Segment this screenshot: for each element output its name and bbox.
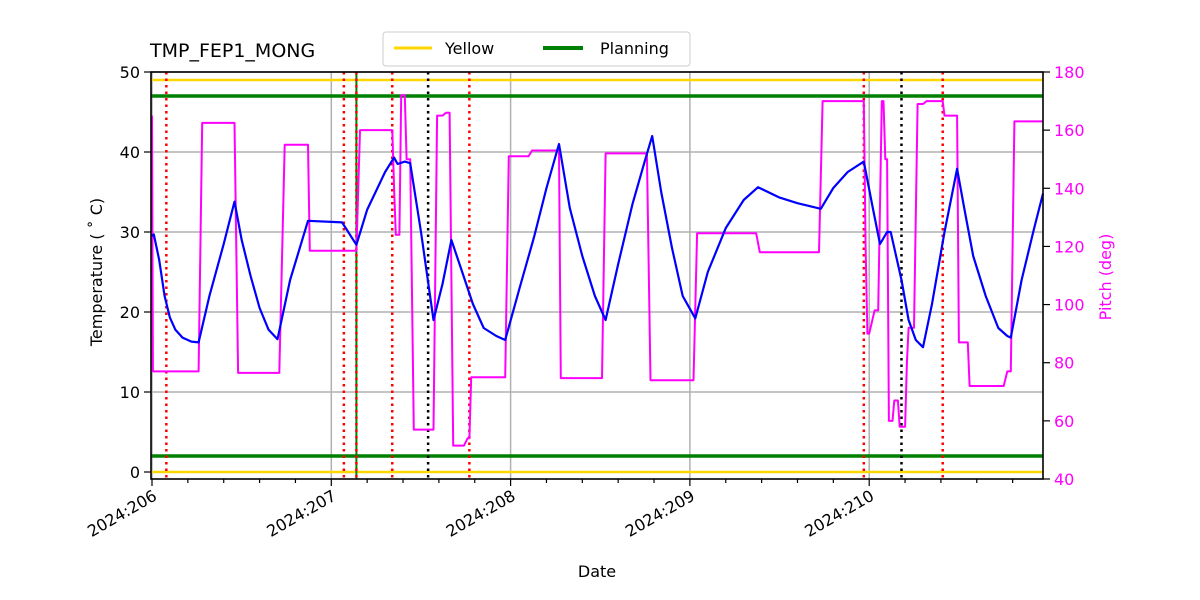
y2-tick-label: 40 — [1054, 470, 1074, 489]
legend: Yellow Planning — [382, 31, 691, 67]
y2-tick-label: 120 — [1054, 237, 1085, 256]
x-tick-label: 2024:206 — [84, 486, 160, 541]
y2-tick-label: 180 — [1054, 63, 1085, 82]
data-series — [151, 94, 1045, 447]
y-tick-label: 50 — [120, 63, 140, 82]
chart-title: TMP_FEP1_MONG — [149, 40, 315, 62]
x-tick-label: 2024:209 — [622, 486, 698, 541]
y2-tick-label: 160 — [1054, 121, 1085, 140]
y2-tick-label: 140 — [1054, 179, 1085, 198]
y2-tick-label: 100 — [1054, 296, 1085, 315]
x-axis: 2024:206 2024:207 2024:208 2024:209 2024:210 — [84, 479, 1014, 541]
legend-yellow-label: Yellow — [444, 39, 494, 58]
y2-tick-label: 80 — [1054, 354, 1074, 373]
y2-tick-label: 60 — [1054, 412, 1074, 431]
grid — [151, 71, 1043, 479]
y-axis-title: Temperature ( ˚ C) — [87, 198, 106, 347]
y-axis-right: 40 60 80 100 120 140 160 180 — [1043, 63, 1085, 489]
x-tick-label: 2024:207 — [263, 486, 339, 541]
limit-lines — [151, 78, 1043, 474]
y2-axis-title: Pitch (deg) — [1096, 234, 1115, 321]
plot-frame — [150, 71, 1044, 480]
legend-planning-label: Planning — [600, 39, 669, 58]
y-tick-label: 10 — [120, 383, 140, 402]
event-lines — [165, 72, 944, 479]
y-tick-label: 40 — [120, 143, 140, 162]
pitch-line — [151, 94, 1043, 447]
y-tick-label: 30 — [120, 223, 140, 242]
x-tick-label: 2024:208 — [443, 486, 519, 541]
y-axis-left: 0 10 20 30 40 50 — [120, 63, 151, 482]
y-tick-label: 20 — [120, 303, 140, 322]
temperature-line — [151, 134, 1045, 349]
x-tick-label: 2024:210 — [801, 486, 877, 541]
y-tick-label: 0 — [130, 463, 140, 482]
x-axis-title: Date — [578, 562, 616, 581]
